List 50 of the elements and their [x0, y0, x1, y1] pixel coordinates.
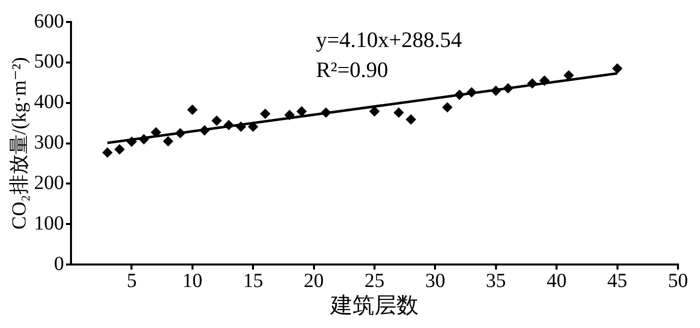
- x-tick-label: 45: [607, 270, 628, 292]
- x-tick-label: 40: [546, 270, 567, 292]
- point: [138, 134, 149, 144]
- point: [236, 122, 246, 132]
- point: [442, 102, 452, 112]
- point: [102, 148, 112, 158]
- point: [175, 128, 186, 138]
- point: [454, 90, 464, 100]
- point: [187, 104, 198, 115]
- point: [212, 116, 222, 126]
- point: [503, 83, 514, 94]
- point: [284, 110, 295, 120]
- y-tick-label: 300: [34, 132, 64, 154]
- point: [320, 108, 331, 118]
- point: [224, 120, 234, 130]
- point: [406, 114, 416, 124]
- point: [163, 136, 174, 146]
- point: [394, 108, 404, 118]
- y-tick-label: 200: [34, 172, 64, 194]
- x-tick-label: 5: [126, 270, 137, 292]
- x-tick-label: 35: [486, 270, 506, 292]
- x-tick-label: 50: [668, 270, 688, 292]
- point: [126, 136, 137, 147]
- y-tick-label: 0: [54, 252, 64, 275]
- annotation: y=4.10x+288.54: [316, 26, 462, 52]
- point: [150, 127, 161, 138]
- point: [490, 86, 501, 96]
- annotation: R²=0.90: [316, 56, 388, 82]
- point: [612, 64, 622, 74]
- x-tick-label: 30: [425, 270, 446, 292]
- point: [527, 78, 538, 88]
- point: [539, 76, 550, 86]
- point: [370, 106, 380, 116]
- y-axis-title: CO₂排放量/(kg·m⁻²): [8, 57, 30, 230]
- point: [296, 106, 307, 116]
- point: [466, 87, 477, 98]
- x-tick-label: 25: [364, 270, 384, 292]
- point: [260, 108, 270, 119]
- point: [248, 122, 258, 132]
- y-tick-label: 600: [34, 10, 64, 32]
- x-tick-label: 10: [182, 270, 202, 292]
- x-axis-title: 建筑层数: [330, 292, 418, 318]
- point: [564, 70, 574, 80]
- x-tick-label: 15: [243, 270, 264, 292]
- point: [114, 144, 125, 154]
- y-tick-label: 400: [34, 91, 64, 114]
- x-tick-label: 20: [304, 270, 324, 292]
- y-tick-label: 500: [34, 50, 64, 73]
- y-tick-label: 100: [34, 212, 64, 234]
- point: [200, 125, 210, 136]
